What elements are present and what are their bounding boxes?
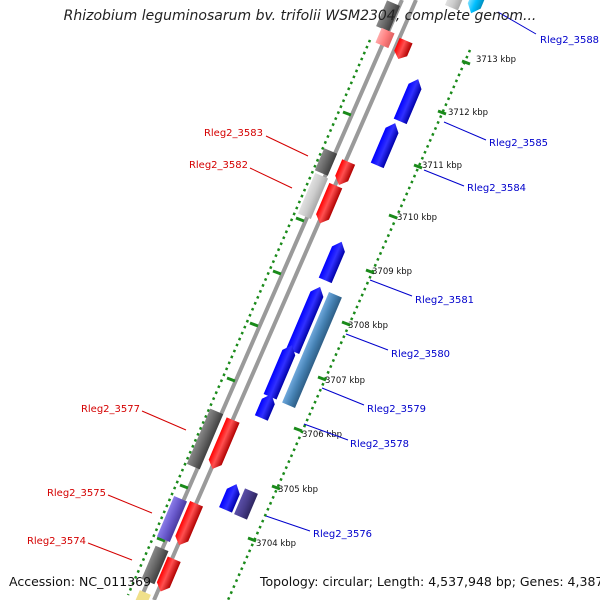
gene-label: Rleg2_3576 xyxy=(313,529,372,540)
gene-rleg2-3588 xyxy=(467,0,486,14)
gene-label: Rleg2_3574 xyxy=(27,536,86,547)
gene-label: Rleg2_3578 xyxy=(350,439,409,450)
gene-label: Rleg2_3580 xyxy=(391,349,450,360)
gene-rleg2-3575 xyxy=(156,496,188,542)
gene-rleg2-3580 xyxy=(286,286,324,355)
gene-label: Rleg2_3584 xyxy=(467,183,526,194)
gene-rleg2-3581 xyxy=(318,241,345,284)
gene-label: Rleg2_3581 xyxy=(415,295,474,306)
gene-label: Rleg2_3585 xyxy=(489,138,548,149)
gene-rleg2-3576-blue xyxy=(219,484,240,513)
gene-label: Rleg2_3575 xyxy=(47,488,106,499)
gene-top-red-reverse xyxy=(394,37,413,60)
gene-bottom-yellow xyxy=(135,590,151,600)
gene-rleg2-3574 xyxy=(141,545,169,585)
accession-text: Accession: NC_011369 xyxy=(9,574,152,589)
sequence-backbone xyxy=(138,0,418,600)
kbp-label: 3711 kbp xyxy=(422,161,462,171)
gene-rleg2-3584 xyxy=(370,123,399,169)
gene-label: Rleg2_3583 xyxy=(204,128,263,139)
kbp-label: 3709 kbp xyxy=(372,267,412,277)
gene-rleg2-3577 xyxy=(186,408,224,470)
gene-labels-reverse: Rleg2_3583 Rleg2_3582 Rleg2_3577 Rleg2_3… xyxy=(27,128,263,547)
genome-title: Rhizobium leguminosarum bv. trifolii WSM… xyxy=(63,8,537,24)
kbp-label: 3710 kbp xyxy=(397,213,437,223)
gene-rleg2-3579-blue xyxy=(263,345,296,400)
leader-lines-reverse xyxy=(87,135,309,561)
gene-rleg2-3582-red xyxy=(316,182,343,224)
gene-rleg2-3579 xyxy=(282,292,342,408)
gene-label: Rleg2_3582 xyxy=(189,160,248,171)
leader-lines-forward xyxy=(265,11,537,532)
kbp-label: 3712 kbp xyxy=(448,108,488,118)
kbp-label: 3704 kbp xyxy=(256,539,296,549)
gene-rleg2-3576 xyxy=(234,488,258,520)
topology-summary: Topology: circular; Length: 4,537,948 bp… xyxy=(260,574,600,589)
gene-top-lightgray xyxy=(444,0,464,11)
kbp-label: 3708 kbp xyxy=(348,321,388,331)
major-ticks xyxy=(156,59,471,543)
gene-rleg2-3577-red xyxy=(208,417,240,469)
gene-label: Rleg2_3577 xyxy=(81,404,140,415)
kbp-label: 3707 kbp xyxy=(325,376,365,386)
kbp-label: 3706 kbp xyxy=(302,430,342,440)
kbp-label: 3713 kbp xyxy=(476,55,516,65)
gene-top-lightred-reverse xyxy=(375,27,395,49)
gene-rleg2-3582 xyxy=(297,173,329,219)
gene-rleg2-3578 xyxy=(254,394,275,421)
kbp-labels: 3713 kbp 3712 kbp 3711 kbp 3710 kbp 3709… xyxy=(256,55,516,549)
gene-rleg2-3583 xyxy=(314,148,338,176)
gene-rleg2-3583-red xyxy=(335,159,356,185)
gene-labels-forward: Rleg2_3588 Rleg2_3585 Rleg2_3584 Rleg2_3… xyxy=(313,35,599,540)
gene-rleg2-3575-red xyxy=(175,501,204,546)
gene-top-gray-reverse xyxy=(376,0,400,32)
gene-rleg2-3585 xyxy=(393,79,422,125)
forward-strand-genes xyxy=(219,0,486,520)
gene-label: Rleg2_3579 xyxy=(367,404,426,415)
gene-label: Rleg2_3588 xyxy=(540,35,599,46)
gene-rleg2-3574-red xyxy=(156,556,181,592)
kbp-label: 3705 kbp xyxy=(278,485,318,495)
reverse-strand-genes xyxy=(135,0,413,600)
